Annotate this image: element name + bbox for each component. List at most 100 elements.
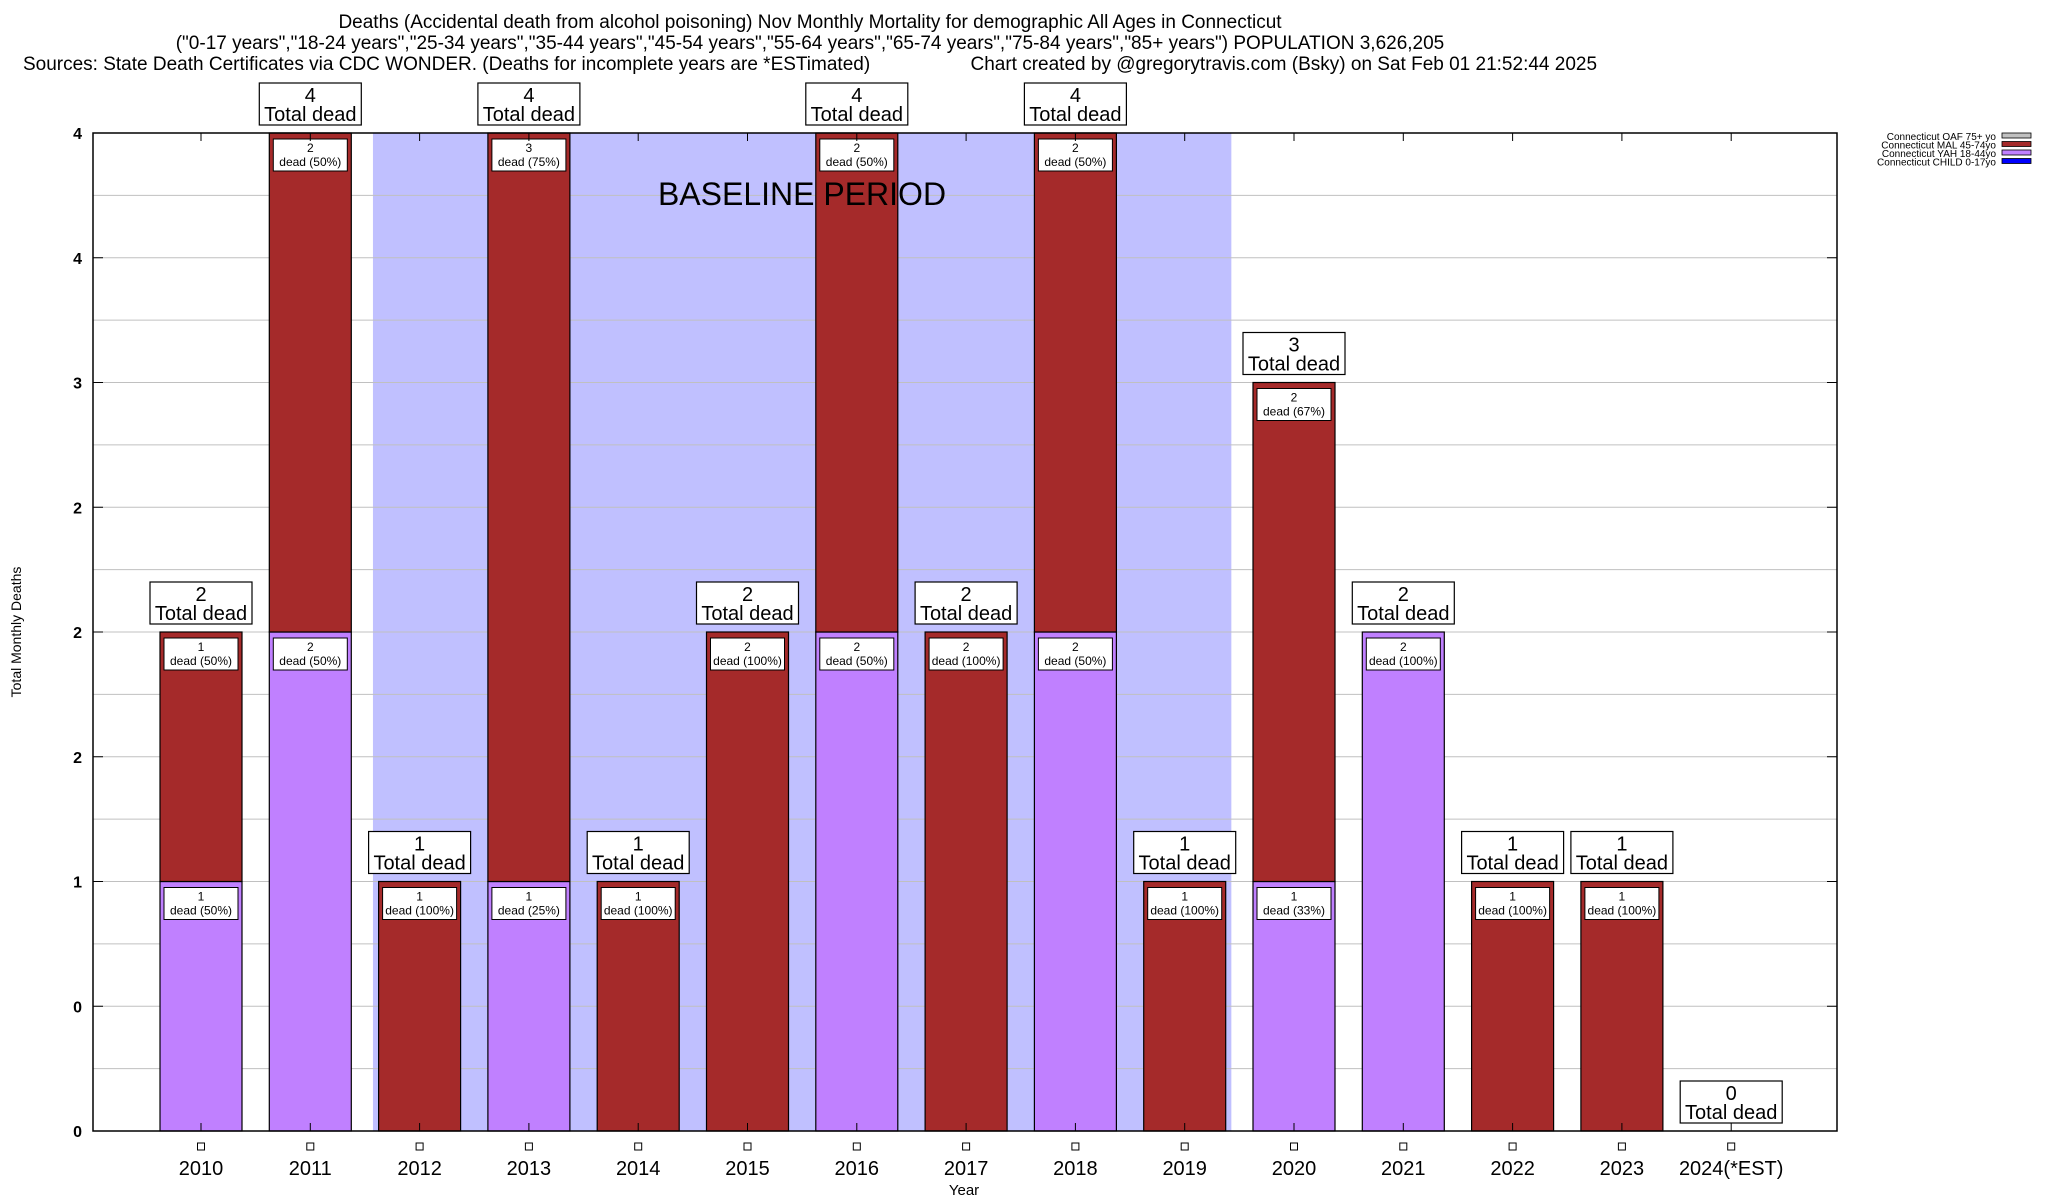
segment-label-text: dead (100%) (604, 904, 673, 918)
total-label-count: 4 (851, 85, 862, 107)
x-tick-label: 2021 (1381, 1158, 1426, 1180)
segment-label-box (928, 637, 1004, 671)
total-label-box (368, 830, 472, 875)
segment-label-box (1037, 138, 1113, 172)
baseline-period-label: BASELINE PERIOD (658, 176, 946, 212)
segment-label-count: 2 (1400, 640, 1407, 654)
segment-label-box (382, 887, 458, 920)
total-label-box (149, 581, 253, 625)
segment-label-text: dead (100%) (713, 654, 782, 668)
segment-label-text: dead (50%) (170, 654, 232, 668)
total-label-count: 2 (1398, 584, 1409, 606)
segment-label-box (819, 637, 895, 671)
total-label-count: 0 (1726, 1083, 1737, 1105)
x-tick-marker (524, 1142, 533, 1151)
total-label-count: 1 (1616, 834, 1627, 856)
segment-label-count: 2 (1291, 391, 1298, 405)
segment-label-count: 1 (198, 640, 205, 654)
segment-label-text: dead (50%) (826, 155, 888, 169)
chart-title-block: Deaths (Accidental death from alcohol po… (0, 12, 1620, 75)
segment-label-count: 3 (526, 141, 533, 155)
y-tick-label: 0 (73, 1124, 82, 1141)
legend-label: Connecticut MAL 45-74yo (1881, 141, 1996, 152)
total-label-count: 4 (1070, 85, 1081, 107)
x-tick-marker (1727, 1142, 1736, 1151)
segment-label-text: dead (100%) (1369, 654, 1438, 668)
segment-label-box (491, 138, 567, 172)
segment-label-box (819, 138, 895, 172)
segment-label-text: dead (100%) (932, 654, 1001, 668)
y-tick-label: 2 (73, 750, 82, 767)
segment-label-text: dead (100%) (1150, 904, 1219, 918)
total-label-text: Total dead (1466, 853, 1558, 875)
x-tick-marker (852, 1142, 861, 1151)
total-label-count: 2 (195, 584, 206, 606)
total-label-count: 1 (414, 834, 425, 856)
x-axis-title: Year (949, 1182, 979, 1199)
segment-label-box (491, 887, 567, 920)
x-tick-marker (197, 1142, 205, 1151)
segment-label-count: 1 (1619, 890, 1626, 904)
segment-label-text: dead (50%) (279, 654, 341, 668)
bars (159, 132, 1664, 1132)
x-tick-label: 2018 (1053, 1158, 1098, 1180)
bar-segment (705, 631, 790, 1132)
x-tick-label: 2015 (725, 1158, 770, 1180)
segment-label-box (1584, 887, 1660, 920)
bar-segment (1361, 631, 1445, 1132)
total-label-text: Total dead (1139, 853, 1231, 875)
segment-label-text: dead (33%) (1263, 904, 1325, 918)
total-label-text: Total dead (811, 104, 903, 126)
x-tick-label: 2020 (1272, 1158, 1317, 1180)
total-label-box (914, 581, 1018, 625)
x-tick-label: 2017 (944, 1158, 989, 1180)
x-tick-marker (306, 1142, 315, 1151)
bar-segment (1252, 880, 1336, 1132)
segment-label-count: 2 (853, 141, 860, 155)
x-tick-marker (1290, 1142, 1298, 1151)
total-label-text: Total dead (920, 603, 1012, 625)
segment-label-box (1365, 637, 1441, 671)
segment-label-box (1475, 887, 1551, 920)
total-label-text: Total dead (1576, 853, 1668, 875)
legend-swatch (2001, 149, 2032, 156)
segment-label-count: 1 (635, 890, 642, 904)
bar-segment (159, 880, 243, 1132)
segment-label-text: dead (67%) (1263, 405, 1325, 419)
segment-label-box (272, 637, 348, 671)
x-tick-marker (1399, 1142, 1408, 1151)
bar-segment (1252, 381, 1336, 883)
baseline-annotation: BASELINE PERIOD (658, 176, 946, 212)
segment-label-box (1256, 388, 1332, 421)
total-label-count: 1 (1507, 834, 1518, 856)
y-tick-label: 2 (73, 500, 82, 517)
total-label-box (1023, 82, 1128, 126)
x-tick-label: 2011 (289, 1158, 332, 1180)
total-label-box (586, 830, 690, 875)
segment-label-box (1256, 887, 1332, 920)
total-label-box (1460, 830, 1565, 875)
bar-segment (596, 880, 680, 1132)
segment-label-text: dead (75%) (498, 155, 560, 169)
y-tick-label: 0 (73, 999, 82, 1016)
x-tick-marker (743, 1142, 752, 1151)
legend-label: Connecticut YAH 18-44yo (1882, 149, 1997, 160)
total-label-count: 4 (305, 85, 316, 107)
x-tick-label: 2022 (1490, 1158, 1535, 1180)
legend-label: Connecticut OAF 75+ yo (1887, 132, 1997, 143)
x-tick-label: 2014 (616, 1158, 661, 1180)
total-label-count: 2 (742, 584, 753, 606)
y-tick-label: 1 (73, 875, 82, 892)
legend-swatch (2001, 132, 2032, 139)
segment-label-text: dead (100%) (385, 904, 454, 918)
bar-segment (1033, 631, 1118, 1132)
bar-segment (268, 631, 352, 1132)
bar-segment (268, 132, 352, 633)
total-label-count: 1 (1179, 834, 1190, 856)
x-tick-label: 2024(*EST) (1679, 1158, 1784, 1180)
x-tick-label: 2016 (835, 1158, 880, 1180)
legend-swatch (2001, 141, 2032, 147)
segment-label-count: 2 (853, 640, 860, 654)
total-label-text: Total dead (592, 853, 684, 875)
segment-label-text: dead (100%) (1478, 904, 1547, 918)
